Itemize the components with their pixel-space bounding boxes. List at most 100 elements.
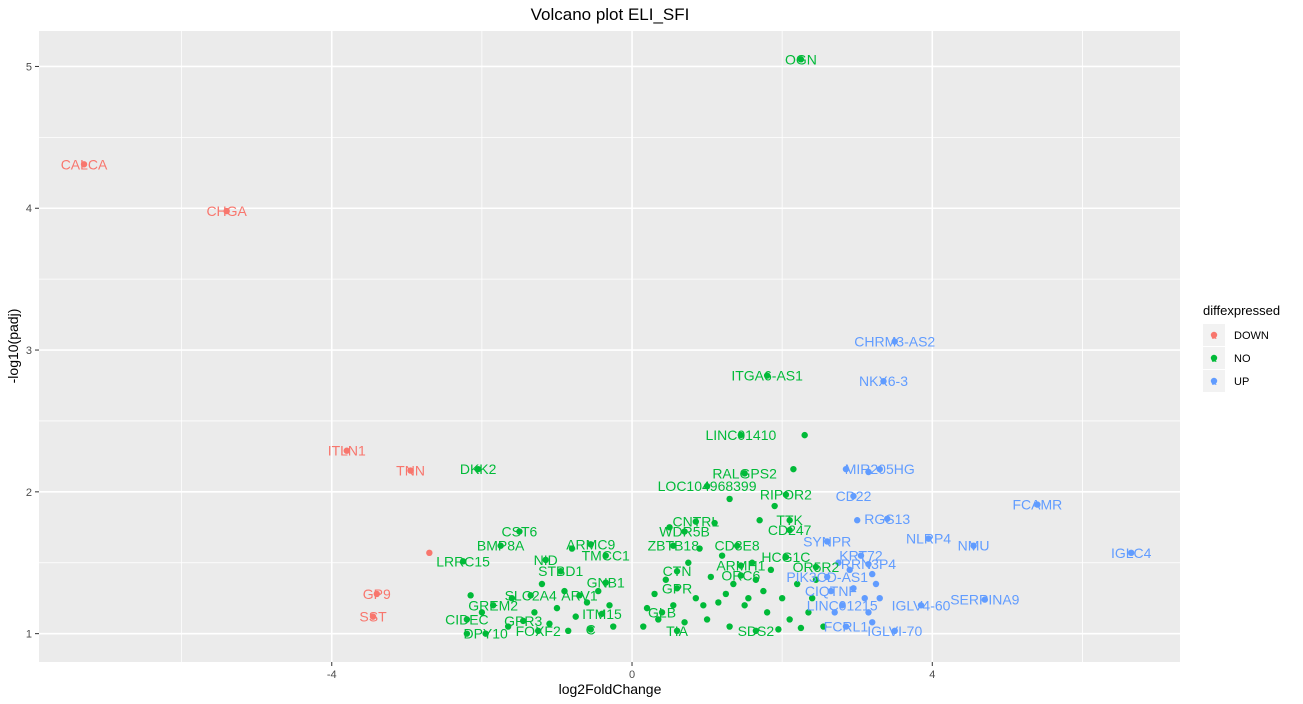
point-no (463, 616, 471, 623)
legend-key-text: a (1211, 377, 1216, 387)
point-up (835, 559, 842, 566)
point-down (223, 207, 230, 215)
point-label: ARMH1 (716, 558, 765, 574)
point-label: FOXF2 (516, 623, 561, 639)
point-no (546, 620, 553, 627)
point-no (790, 465, 797, 473)
chart-title: Volcano plot ELI_SFI (531, 5, 690, 24)
point-no (595, 587, 602, 595)
point-label: CD3E8 (715, 538, 760, 554)
point-label: CIQTNF (805, 583, 857, 599)
point-no (670, 602, 677, 609)
point-label: NID (534, 552, 558, 568)
point-no (741, 470, 748, 477)
point-label: GNB1 (587, 575, 625, 591)
point-label: IGLC4 (1111, 545, 1152, 561)
point-label: SLC2A4 (505, 587, 557, 603)
point-up (869, 570, 876, 578)
point-no (763, 609, 771, 616)
point-no (606, 602, 613, 609)
point-label: NKX6-3 (859, 373, 908, 389)
point-down (407, 467, 414, 474)
point-no (726, 623, 733, 630)
point-no (583, 599, 591, 606)
point-no (752, 576, 760, 583)
point-no (478, 609, 486, 616)
point-label: SST (359, 609, 387, 625)
point-no (576, 592, 583, 599)
point-up (861, 594, 868, 602)
point-no (700, 602, 707, 609)
point-up (865, 468, 872, 476)
point-label: ARV1 (561, 587, 598, 603)
point-no (587, 626, 594, 633)
point-up (917, 602, 925, 609)
point-label: TIA (666, 623, 688, 639)
point-up (831, 609, 838, 616)
point-no (707, 573, 715, 581)
point-up (827, 587, 835, 595)
point-label: CNTRL (672, 514, 719, 530)
point-no (519, 617, 527, 625)
legend-label: DOWN (1234, 330, 1269, 342)
point-label: GREM2 (468, 597, 518, 613)
point-up (850, 492, 857, 500)
legend-key-point (1210, 377, 1218, 385)
point-no (542, 556, 549, 564)
point-no (670, 542, 677, 549)
point-label: CTN (663, 563, 692, 579)
point-up (970, 542, 977, 549)
point-up (869, 619, 876, 626)
point-no (681, 528, 688, 535)
point-down (426, 549, 433, 557)
point-label: CIDEC (445, 611, 489, 627)
point-label: C (586, 621, 596, 637)
point-down (369, 613, 377, 620)
point-down (343, 447, 350, 454)
point-no (610, 623, 617, 630)
point-label: LOC104968399 (658, 478, 757, 494)
point-no (812, 563, 820, 571)
point-label: TNN (396, 463, 425, 479)
point-label: NMU (958, 538, 990, 554)
y-tick-label: 3 (26, 345, 32, 357)
point-no (516, 528, 523, 535)
point-label: DPY10 (463, 626, 508, 642)
point-up (884, 515, 891, 522)
y-axis-label: -log10(padj) (5, 309, 21, 384)
point-down (80, 161, 88, 168)
point-no (508, 594, 516, 602)
point-no (820, 623, 827, 630)
point-no (673, 568, 681, 575)
point-up (880, 378, 887, 385)
point-no (786, 616, 793, 623)
point-label: STBD1 (538, 563, 583, 579)
point-label: NLRP4 (906, 531, 951, 547)
point-no (692, 518, 700, 525)
point-no (722, 590, 730, 598)
point-label: SDS2 (738, 623, 775, 639)
point-no (715, 599, 722, 606)
point-no (658, 609, 666, 616)
point-no (778, 594, 786, 602)
point-label: RIPOR2 (760, 487, 812, 503)
point-no (482, 630, 489, 637)
point-no (538, 580, 546, 588)
point-label: HCG1C (761, 549, 810, 565)
x-axis-label: log2FoldChange (559, 681, 662, 697)
plot-panel (39, 31, 1180, 662)
point-no (812, 576, 820, 583)
point-no (718, 552, 726, 559)
point-no (655, 616, 662, 623)
point-no (666, 524, 673, 531)
point-label: ITLN1 (328, 443, 366, 459)
point-no (459, 558, 467, 565)
point-no (673, 585, 681, 592)
point-label: LINC01215 (807, 597, 878, 613)
point-label: CHRM3-AS2 (854, 334, 935, 350)
point-no (643, 604, 651, 612)
point-up (876, 594, 883, 602)
point-up (842, 465, 850, 473)
point-labels: CALCA CHGA ITLN1 TNN GP9 SST OGN ITGA6-AS1 LINC0… (61, 51, 1152, 641)
